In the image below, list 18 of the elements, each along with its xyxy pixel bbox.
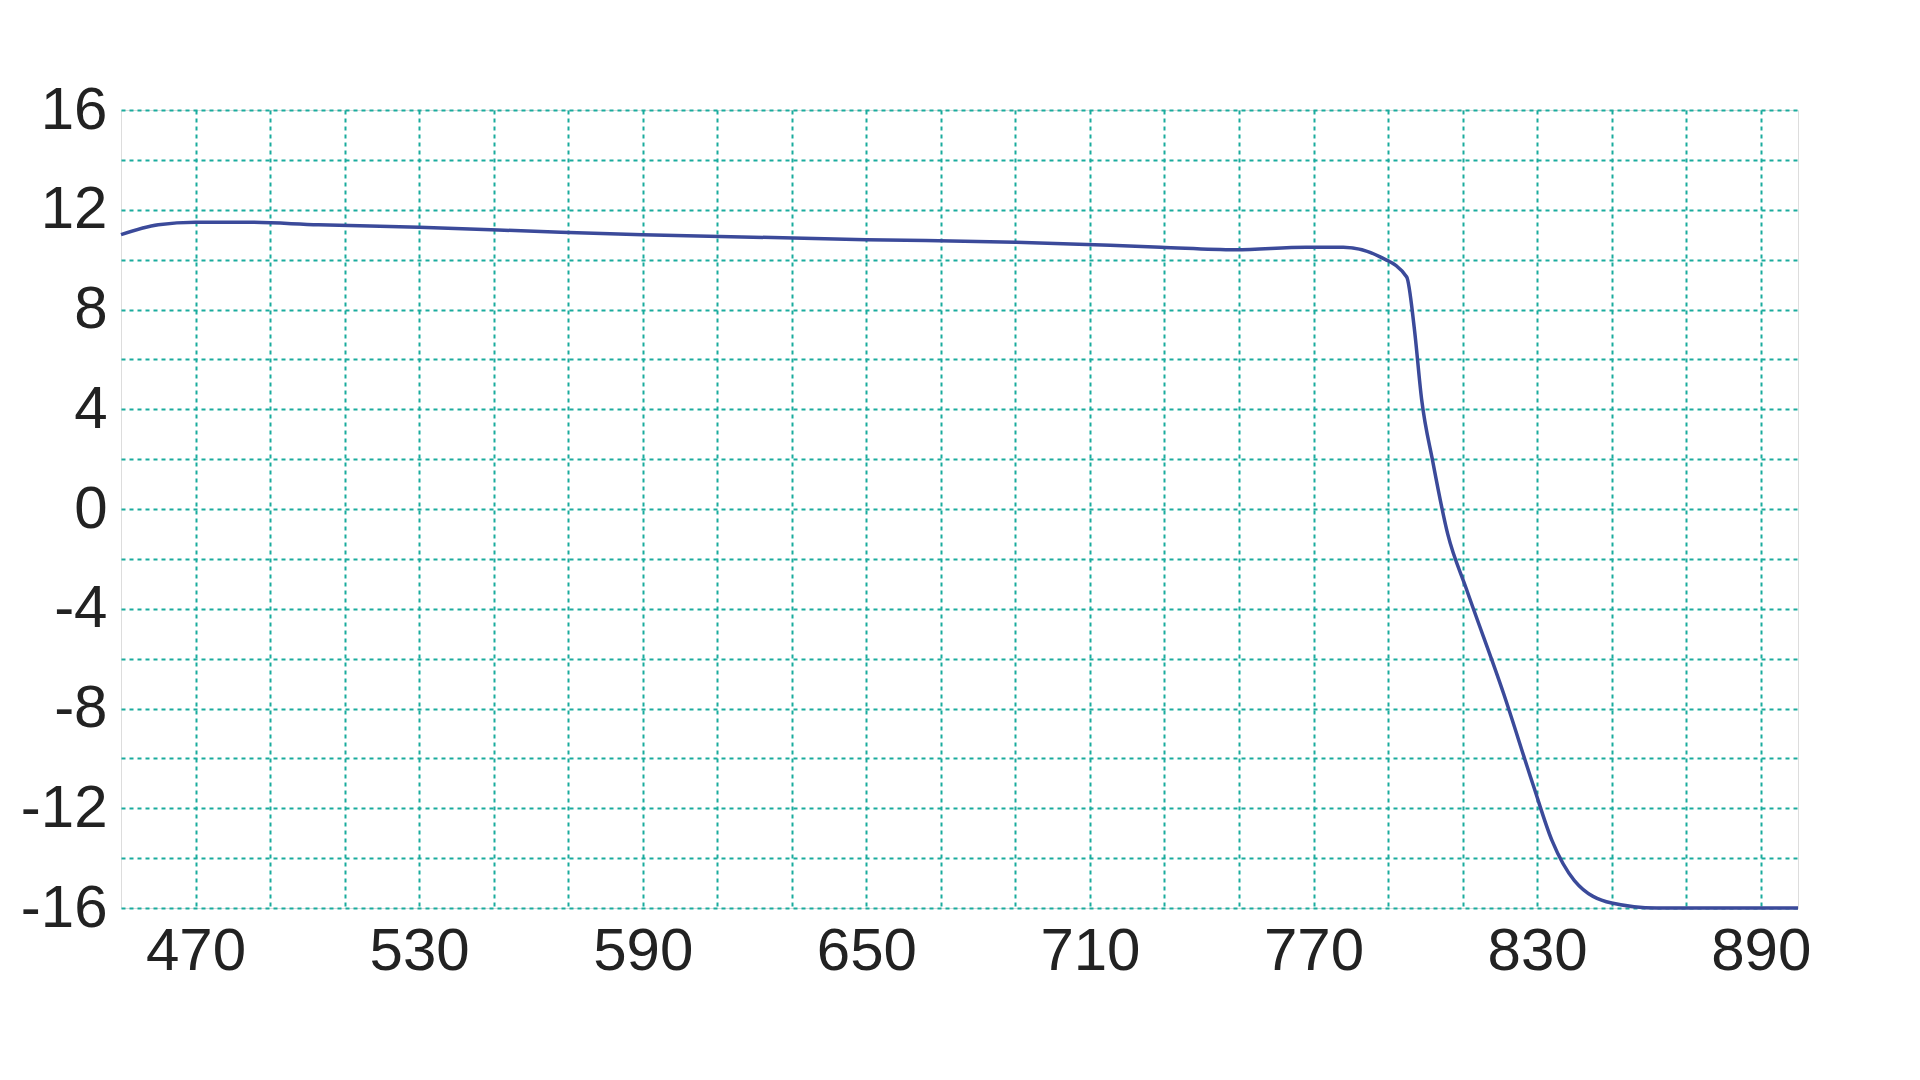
y-tick-label: -16 (20, 872, 108, 940)
y-tick-label: 4 (74, 373, 108, 441)
y-tick-label: 16 (40, 74, 108, 142)
x-tick-label: 890 (1711, 915, 1812, 983)
x-tick-label: 590 (593, 915, 694, 983)
x-tick-label: 650 (816, 915, 917, 983)
y-tick-label: -4 (54, 573, 108, 641)
x-tick-label: 530 (369, 915, 470, 983)
x-tick-label: 470 (145, 915, 247, 983)
line-series (119, 220, 1800, 910)
y-tick-label: 8 (74, 274, 108, 341)
x-tick-label: 770 (1263, 915, 1365, 983)
y-tick-label: -8 (54, 673, 108, 740)
y-tick-label: -12 (20, 772, 108, 840)
y-tick-label: 12 (40, 174, 108, 242)
x-tick-label: 710 (1040, 915, 1141, 983)
y-tick-label: 0 (74, 473, 108, 541)
x-tick-label: 830 (1487, 915, 1588, 983)
